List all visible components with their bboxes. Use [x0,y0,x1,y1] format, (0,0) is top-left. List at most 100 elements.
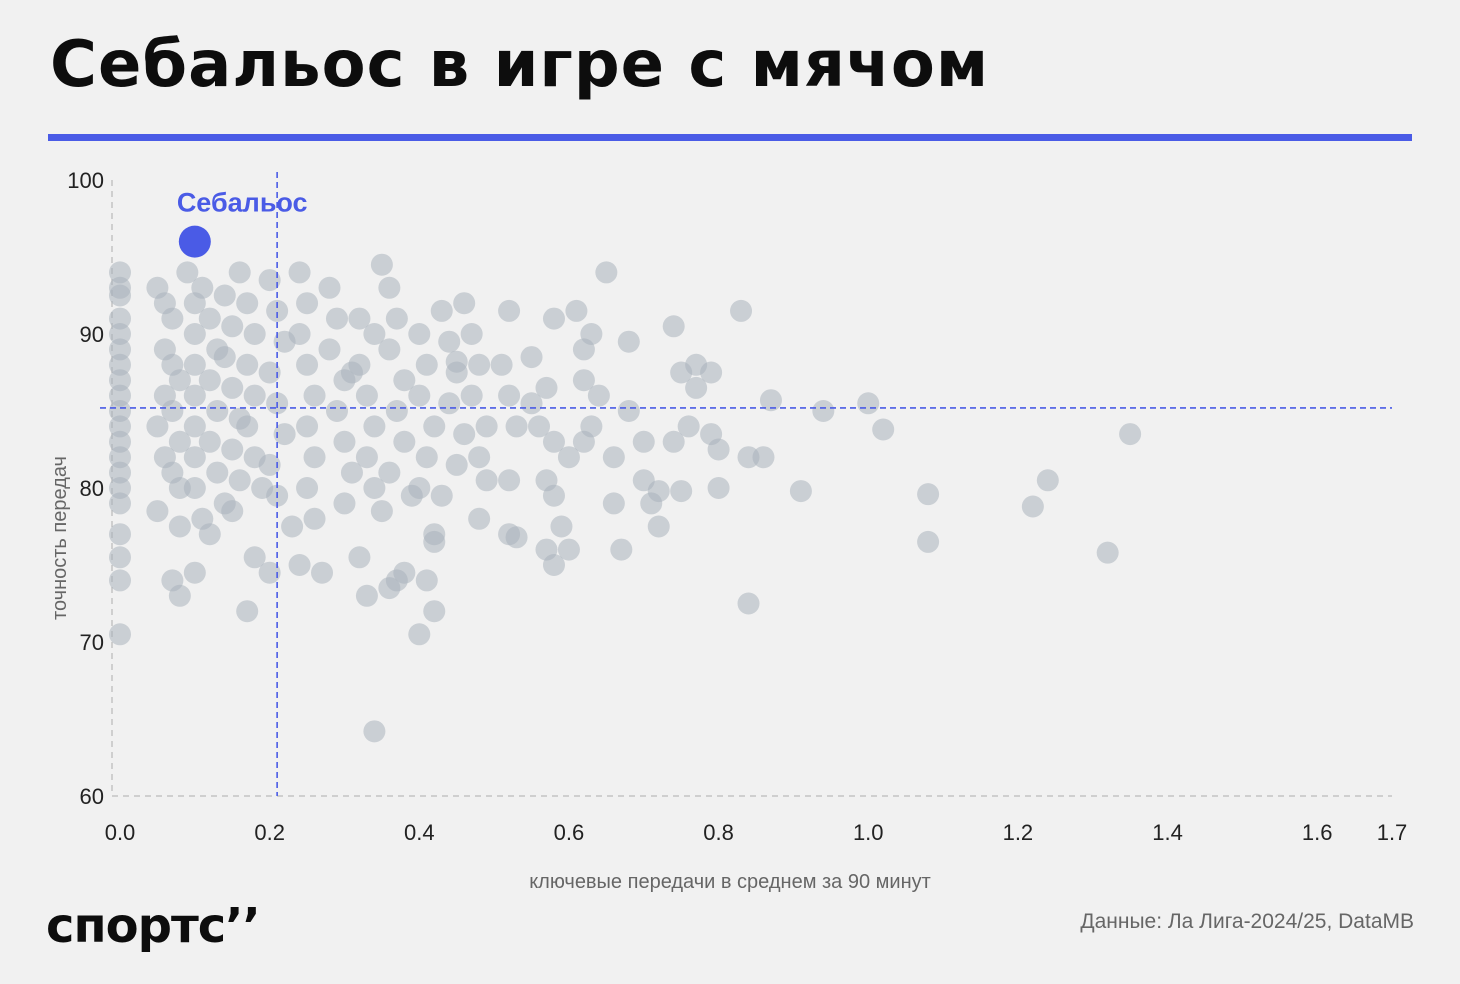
data-point [370,500,393,523]
data-point [288,261,311,284]
data-point [737,592,760,615]
data-point [176,261,199,284]
data-point [430,484,453,507]
data-point [273,423,296,446]
data-point [109,477,131,499]
data-point [281,515,304,538]
data-point [109,569,131,592]
data-point [146,500,169,523]
data-point [288,323,311,345]
data-point [109,276,131,299]
data-point [236,415,259,438]
data-point [617,400,640,422]
data-point [363,323,386,345]
data-point [917,483,940,506]
data-point [109,353,131,376]
data-point [468,446,491,469]
x-tick-label: 0.4 [404,820,435,845]
data-point [685,376,708,399]
data-point [109,492,131,515]
data-point [550,515,573,538]
sports-logo[interactable]: спортс’’ [46,898,261,954]
data-point [378,461,401,484]
highlight-group: Себальос [177,188,308,258]
data-point [595,261,618,284]
data-point [325,400,348,422]
data-point [572,369,595,392]
data-point [542,554,565,576]
data-point [191,276,214,299]
data-point [296,292,319,315]
data-point [333,430,356,453]
data-point [183,384,206,407]
x-tick-label: 0.6 [554,820,585,845]
data-point [109,307,131,330]
data-point [348,307,371,330]
data-point [917,530,940,553]
data-point [109,369,131,392]
data-point [296,415,319,438]
data-point [438,392,461,415]
y-tick-label: 100 [67,168,104,193]
data-point [213,284,236,307]
highlight-label: Себальос [177,188,308,218]
data-point [670,480,693,503]
data-point [109,623,131,646]
data-point [109,338,131,361]
data-point [415,353,438,376]
data-point [258,453,281,476]
data-point [183,415,206,438]
page-title: Себальос в игре с мячом [50,28,990,102]
y-tick-label: 80 [80,476,104,501]
data-point [258,561,281,584]
data-point [266,299,289,322]
data-point [557,446,580,469]
data-point [221,376,244,399]
data-point [109,546,131,569]
data-point [460,323,483,345]
data-point [183,446,206,469]
data-point [198,430,221,453]
data-point [415,446,438,469]
data-point [198,523,221,546]
y-tick-label: 90 [80,322,104,347]
x-tick-label: 0.2 [254,820,285,845]
x-tick-label: 0.8 [703,820,734,845]
data-point [206,461,229,484]
data-point [355,446,378,469]
data-point [385,400,408,422]
data-point [258,361,281,384]
title-underline [48,134,1412,141]
data-point [752,446,775,469]
data-point [228,469,251,492]
data-point [662,315,685,338]
data-point [535,376,558,399]
data-point [1096,541,1119,564]
data-point [318,338,341,361]
data-point [161,307,184,330]
data-point [355,384,378,407]
data-point [520,392,543,415]
data-point [610,538,633,561]
data-point [408,323,431,345]
data-point [460,384,483,407]
data-point [348,353,371,376]
data-point [602,446,625,469]
x-tick-label: 1.4 [1152,820,1183,845]
data-point [557,538,580,561]
data-point [236,600,259,623]
data-point [296,477,319,499]
data-point [340,461,363,484]
data-point [857,392,880,415]
x-tick-label: 1.6 [1302,820,1333,845]
data-point [168,430,191,453]
data-point [183,323,206,345]
data-point [505,526,528,549]
data-point [408,477,431,499]
data-point [520,346,543,369]
data-point [468,353,491,376]
data-point [168,515,191,538]
data-point [303,507,326,530]
data-point [243,384,266,407]
